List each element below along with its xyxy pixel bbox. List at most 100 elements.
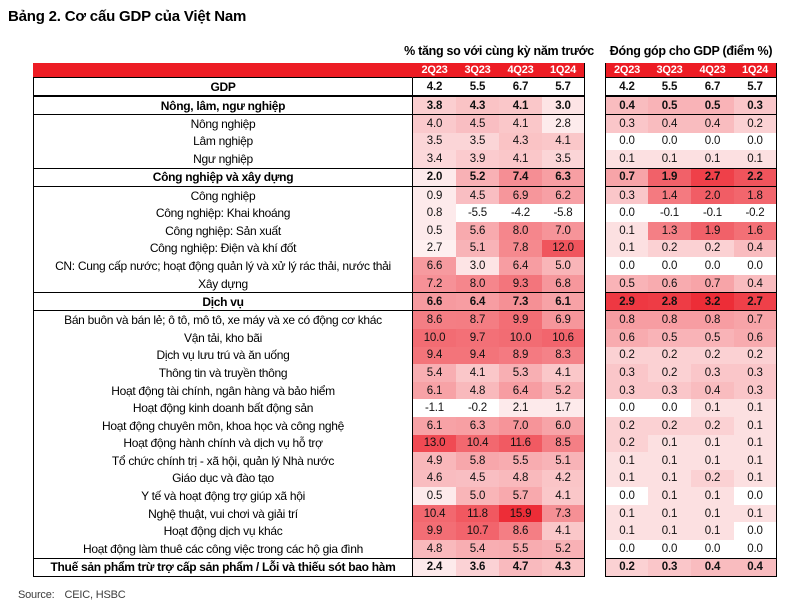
contribution-cell: 0.3 <box>734 364 777 382</box>
growth-cell: 8.0 <box>456 274 499 293</box>
table-row: Giáo dục và đào tạo 4.6 4.5 4.8 4.2 0.1 0.1 0.2… <box>33 469 777 488</box>
table-row: Bán buôn và bán lẻ; ô tô, mô tô, xe máy … <box>33 311 777 329</box>
growth-cell: 4.9 <box>413 452 456 470</box>
growth-cell: 3.5 <box>456 132 499 151</box>
growth-cell: 6.6 <box>413 292 456 312</box>
contribution-cell: 0.4 <box>734 239 777 258</box>
growth-cell: 3.5 <box>413 132 456 151</box>
contribution-cell: 0.0 <box>691 540 734 558</box>
contribution-cell: 0.3 <box>605 364 648 382</box>
contribution-cell: 1.4 <box>648 186 691 205</box>
row-label: Nông nghiệp <box>33 115 413 133</box>
contribution-cell: 2.2 <box>734 167 777 187</box>
contribution-cell: 0.3 <box>648 557 691 577</box>
contribution-cell: 0.6 <box>734 328 777 347</box>
contribution-cell: 0.0 <box>648 132 691 151</box>
growth-cell: 11.6 <box>499 434 542 453</box>
growth-cell: 8.6 <box>499 522 542 541</box>
contribution-quarter-header: 4Q23 <box>691 63 734 78</box>
contribution-cell: 0.1 <box>734 469 777 488</box>
growth-cell: 3.6 <box>456 557 499 577</box>
contribution-cell: 0.0 <box>648 257 691 275</box>
contribution-cell: 0.3 <box>734 96 777 115</box>
growth-cell: 4.1 <box>542 522 585 541</box>
row-label: Dịch vụ lưu trú và ăn uống <box>33 346 413 365</box>
contribution-quarter-header: 1Q24 <box>734 63 777 78</box>
contribution-cell: -0.1 <box>648 204 691 222</box>
growth-cell: 10.4 <box>456 434 499 453</box>
row-label: CN: Cung cấp nước; hoạt động quản lý và … <box>33 257 413 275</box>
contribution-cell: 0.1 <box>734 150 777 168</box>
growth-cell: 7.8 <box>499 239 542 258</box>
contribution-cell: 0.2 <box>648 416 691 435</box>
growth-cell: 6.3 <box>542 167 585 187</box>
contribution-group-header: Đóng góp cho GDP (điểm %) <box>609 44 773 58</box>
growth-cell: 4.8 <box>499 469 542 488</box>
source-label: Source: <box>18 589 55 601</box>
row-label: Hoạt động tài chính, ngân hàng và bảo hi… <box>33 381 413 400</box>
contribution-cell: 0.1 <box>734 399 777 417</box>
row-label: Hoạt động hành chính và dịch vụ hỗ trợ <box>33 434 413 453</box>
table-row: Nông nghiệp 4.0 4.5 4.1 2.8 0.3 0.4 0.4 0.2 <box>33 115 777 133</box>
growth-cell: 4.0 <box>413 115 456 133</box>
contribution-cell: 2.7 <box>691 167 734 187</box>
column-header-row: 2Q23 3Q23 4Q23 1Q24 2Q23 3Q23 4Q23 1Q24 <box>33 63 777 78</box>
group-gap <box>585 347 605 365</box>
table-row: Dịch vụ 6.6 6.4 7.3 6.1 2.9 2.8 3.2 2.7 <box>33 292 777 312</box>
group-gap <box>585 364 605 382</box>
group-gap <box>585 470 605 488</box>
growth-cell: 8.6 <box>413 311 456 329</box>
growth-cell: 5.5 <box>499 540 542 558</box>
group-gap <box>585 204 605 222</box>
group-gap <box>585 257 605 275</box>
group-gap <box>585 540 605 558</box>
contribution-cell: 0.2 <box>648 364 691 382</box>
row-label: Công nghiệp: Điện và khí đốt <box>33 239 413 258</box>
row-label: Tổ chức chính trị - xã hội, quản lý Nhà … <box>33 452 413 470</box>
contribution-cell: 0.4 <box>691 557 734 577</box>
growth-cell: 9.9 <box>499 311 542 329</box>
table-row: Hoạt động tài chính, ngân hàng và bảo hi… <box>33 381 777 400</box>
growth-cell: 10.0 <box>413 328 456 347</box>
contribution-cell: 0.0 <box>734 257 777 275</box>
growth-cell: 2.1 <box>499 399 542 417</box>
table-row: Công nghiệp và xây dựng 2.0 5.2 7.4 6.3 0.7 1.… <box>33 167 777 187</box>
contribution-cell: 0.1 <box>734 452 777 470</box>
contribution-cell: 0.3 <box>605 381 648 400</box>
contribution-cell: 0.1 <box>605 221 648 240</box>
group-gap <box>585 329 605 347</box>
growth-cell: 5.2 <box>542 540 585 558</box>
contribution-cell: 0.0 <box>605 204 648 222</box>
contribution-cell: -0.1 <box>691 204 734 222</box>
contribution-cell: 0.1 <box>648 487 691 505</box>
table-row: Ngư nghiệp 3.4 3.9 4.1 3.5 0.1 0.1 0.1 0.1 <box>33 150 777 168</box>
growth-cell: 4.1 <box>499 150 542 168</box>
contribution-cell: 0.5 <box>648 328 691 347</box>
group-gap <box>585 222 605 240</box>
growth-cell: 8.0 <box>499 221 542 240</box>
contribution-cell: 0.1 <box>648 452 691 470</box>
contribution-cell: 0.5 <box>691 328 734 347</box>
table-row: Y tế và hoạt động trợ giúp xã hội 0.5 5.0 5… <box>33 487 777 505</box>
contribution-cell: 0.0 <box>605 487 648 505</box>
growth-cell: 8.7 <box>456 311 499 329</box>
growth-cell: 4.3 <box>499 132 542 151</box>
table-row: Tổ chức chính trị - xã hội, quản lý Nhà … <box>33 452 777 470</box>
growth-cell: 6.1 <box>542 292 585 312</box>
growth-cell: 4.7 <box>499 557 542 577</box>
growth-cell: 0.8 <box>413 204 456 222</box>
growth-cell: -1.1 <box>413 399 456 417</box>
growth-cell: 4.8 <box>413 540 456 558</box>
table-row: Thông tin và truyền thông 5.4 4.1 5.3 4.1 0.3… <box>33 364 777 382</box>
growth-cell: 9.9 <box>413 522 456 541</box>
row-label: Dịch vụ <box>33 292 413 312</box>
contribution-cell: 0.4 <box>691 115 734 133</box>
growth-cell: 4.5 <box>456 469 499 488</box>
group-gap <box>585 435 605 453</box>
growth-cell: 4.5 <box>456 115 499 133</box>
contribution-cell: 1.8 <box>734 186 777 205</box>
contribution-cell: 0.0 <box>605 132 648 151</box>
growth-cell: 4.1 <box>499 96 542 115</box>
contribution-cell: 0.7 <box>734 311 777 329</box>
growth-cell: 6.1 <box>413 416 456 435</box>
